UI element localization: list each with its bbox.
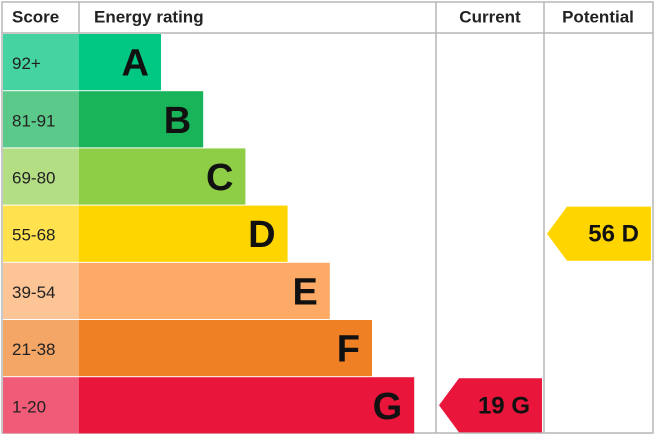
rating-bar [79,148,246,205]
score-cell [3,205,79,262]
potential-label: 56 D [588,221,639,248]
current-score: 19 [478,393,505,420]
score-range: 92+ [12,54,41,73]
header-potential: Potential [562,7,634,26]
rating-bar [79,320,372,377]
current-label: 19 G [478,393,530,420]
rating-letter: E [292,271,317,313]
space [505,393,512,420]
potential-arrow [547,206,651,261]
score-range: 55-68 [12,226,55,245]
rating-bar [79,205,288,262]
potential-band: D [622,221,639,248]
score-cell [3,34,79,91]
potential-score: 56 [588,221,615,248]
score-range: 1-20 [12,397,46,416]
score-cell [3,320,79,377]
score-range: 39-54 [12,283,55,302]
score-range: 69-80 [12,168,55,187]
header-current: Current [459,7,521,26]
score-cell [3,377,79,434]
rating-letter: B [164,100,191,142]
header-rating: Energy rating [94,7,204,26]
rating-bar [79,34,161,91]
score-cell [3,148,79,205]
space [615,221,622,248]
rating-letter: C [206,157,233,199]
score-cell [3,262,79,319]
rating-letter: A [122,43,149,85]
rating-bar [79,91,204,148]
rating-bar [79,262,330,319]
current-arrow [439,378,542,433]
score-cell [3,91,79,148]
rating-letter: G [373,386,403,428]
current-band: G [511,393,530,420]
header-score: Score [12,7,59,26]
score-range: 21-38 [12,340,55,359]
rating-letter: F [337,329,360,371]
rating-letter: D [248,214,275,256]
score-range: 81-91 [12,111,55,130]
rating-bar [79,377,415,434]
